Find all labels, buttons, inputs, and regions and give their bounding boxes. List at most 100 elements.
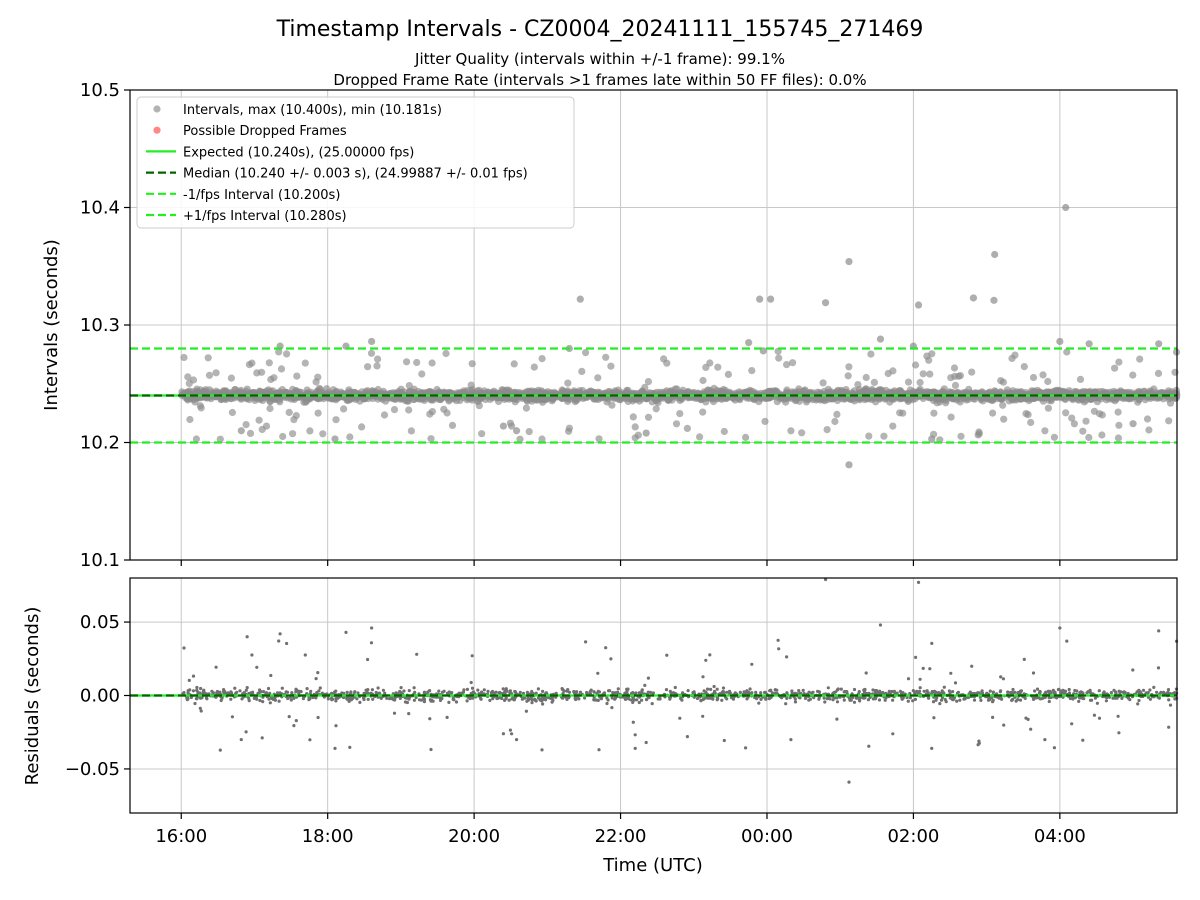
y-tick-label: 10.5: [80, 80, 120, 101]
residual-point: [1022, 657, 1026, 662]
interval-point: [405, 406, 413, 414]
residual-point: [187, 678, 191, 683]
residual-outlier-point: [239, 737, 243, 742]
interval-point: [582, 393, 590, 401]
interval-point: [1085, 433, 1093, 442]
residual-point: [414, 695, 418, 700]
residual-point: [491, 689, 495, 694]
residual-point: [499, 696, 503, 700]
residual-point: [1077, 699, 1081, 704]
residual-point: [1089, 691, 1093, 695]
interval-point: [594, 374, 602, 382]
residual-point: [972, 698, 977, 702]
intervals-y-ticks: 10.110.210.310.410.5: [80, 80, 130, 571]
residual-point: [678, 716, 682, 720]
residual-point: [379, 696, 383, 701]
residual-point: [913, 697, 918, 702]
residual-point: [565, 689, 569, 693]
interval-point: [248, 359, 256, 367]
residual-point: [715, 687, 719, 691]
residual-point: [229, 690, 233, 694]
interval-point: [667, 387, 675, 395]
residual-point: [267, 697, 271, 701]
interval-point: [720, 427, 728, 436]
interval-point: [1150, 385, 1158, 393]
residual-point: [1023, 696, 1027, 701]
residual-point: [949, 671, 953, 675]
residual-point: [665, 653, 669, 657]
interval-point: [1136, 355, 1144, 363]
interval-point: [702, 363, 710, 371]
residual-point: [356, 691, 360, 695]
residual-point: [991, 698, 995, 702]
residual-point: [182, 646, 186, 650]
residual-point: [320, 691, 324, 695]
residual-point: [508, 728, 512, 732]
residual-point: [399, 686, 403, 690]
residual-point: [835, 717, 839, 721]
residual-point: [262, 690, 266, 694]
interval-point: [1068, 414, 1076, 422]
residual-point: [867, 744, 871, 748]
residual-point: [664, 688, 669, 692]
residual-point: [745, 689, 749, 693]
interval-point: [192, 435, 200, 443]
residual-point: [1068, 696, 1072, 701]
x-tick-label: 20:00: [448, 826, 500, 847]
interval-point: [1020, 363, 1028, 371]
residual-point: [669, 691, 673, 695]
interval-point: [257, 394, 265, 403]
residual-point: [738, 690, 742, 695]
residual-point: [250, 653, 254, 657]
residual-point: [218, 748, 222, 752]
interval-point: [340, 405, 348, 413]
residual-point: [342, 691, 346, 696]
residual-point: [873, 697, 878, 701]
residual-point: [452, 698, 456, 702]
interval-outlier-point: [914, 301, 923, 309]
interval-point: [652, 405, 660, 413]
interval-outlier-point: [821, 299, 830, 307]
legend-marker: [153, 105, 161, 113]
interval-point: [870, 378, 879, 386]
residual-point: [640, 698, 644, 702]
interval-point: [184, 373, 192, 381]
residual-point: [429, 747, 433, 752]
residual-point: [1152, 685, 1156, 690]
residual-point: [471, 696, 475, 700]
interval-point: [319, 430, 327, 438]
interval-outlier-point: [368, 337, 376, 346]
residual-point: [195, 689, 199, 693]
residual-point: [1034, 696, 1038, 700]
residual-point: [1167, 698, 1171, 702]
interval-point: [1112, 395, 1120, 403]
interval-point: [1114, 434, 1122, 442]
residual-point: [1057, 687, 1061, 691]
interval-outlier-point: [969, 294, 978, 302]
interval-point: [884, 369, 892, 378]
interval-point: [413, 358, 421, 367]
residual-point: [767, 697, 771, 701]
interval-outlier-point: [499, 422, 508, 430]
interval-point: [845, 363, 853, 371]
interval-point: [1115, 358, 1123, 366]
residual-point: [1047, 689, 1051, 693]
residual-point: [991, 715, 995, 720]
interval-point: [592, 395, 601, 403]
interval-point: [1022, 410, 1030, 418]
residual-point: [863, 688, 867, 692]
residuals-y-axis-label: Residuals (seconds): [22, 607, 43, 786]
interval-point: [266, 404, 274, 413]
chart-subtitle-dropped: Dropped Frame Rate (intervals >1 frames …: [333, 71, 866, 89]
interval-point: [440, 405, 448, 413]
residual-point: [922, 689, 926, 693]
interval-point: [373, 362, 381, 370]
interval-point: [1000, 415, 1008, 423]
interval-point: [374, 355, 382, 363]
legend-entry-label: Expected (10.240s), (25.00000 fps): [183, 145, 414, 160]
interval-point: [428, 408, 436, 416]
residual-point: [195, 685, 199, 690]
intervals-x-ticks: [180, 560, 1061, 566]
residual-point: [1088, 698, 1093, 702]
